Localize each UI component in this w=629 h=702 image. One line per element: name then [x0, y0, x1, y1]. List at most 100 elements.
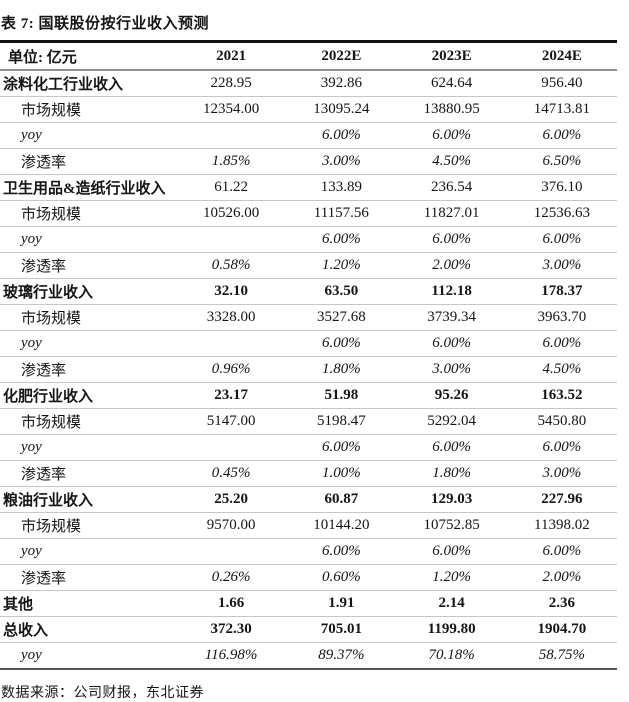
data-cell: 0.96% [211, 361, 251, 377]
data-cell: 1.85% [211, 153, 251, 169]
data-cell: 1.80% [432, 465, 471, 481]
data-cell: 372.30 [210, 621, 252, 637]
row-label: 涂料化工行业收入 [3, 77, 124, 93]
data-cell: 236.54 [431, 179, 473, 195]
data-cell: 6.00% [322, 127, 361, 143]
table-row: 市场规模 9570.00 10144.20 10752.85 11398.02 [0, 513, 617, 539]
data-cell: 1.20% [432, 569, 471, 585]
row-label: yoy [21, 231, 42, 247]
header-cell-2024e: 2024E [541, 47, 582, 64]
header-cell-2023e: 2023E [431, 47, 472, 64]
row-label: 市场规模 [21, 311, 82, 327]
row-label: yoy [21, 439, 42, 455]
data-cell: 1.91 [328, 595, 355, 611]
data-cell: 6.00% [542, 335, 582, 351]
data-cell: 1904.70 [537, 621, 587, 637]
data-cell: 6.00% [432, 543, 471, 559]
row-label: 市场规模 [21, 207, 82, 223]
row-label: 渗透率 [21, 155, 67, 171]
header-cell-2022e: 2022E [321, 47, 362, 64]
data-cell: 6.00% [542, 127, 582, 143]
table-row: 市场规模 5147.00 5198.47 5292.04 5450.80 [0, 409, 617, 435]
data-cell: 58.75% [538, 647, 585, 663]
row-label: 渗透率 [21, 571, 67, 587]
data-cell: 6.00% [322, 231, 361, 247]
data-source-note: 数据来源：公司财报，东北证券 [1, 686, 204, 701]
data-cell: 61.22 [214, 179, 248, 195]
data-cell: 6.00% [542, 543, 582, 559]
data-cell: 23.17 [214, 387, 248, 403]
data-cell: 5147.00 [206, 413, 256, 429]
row-label: 玻璃行业收入 [3, 285, 94, 301]
data-cell: 32.10 [214, 283, 248, 299]
row-label: 其他 [3, 597, 34, 613]
data-cell: 3.00% [542, 257, 582, 273]
data-cell: 6.50% [542, 153, 582, 169]
row-label: 粮油行业收入 [3, 493, 94, 509]
table-row: 渗透率 0.45% 1.00% 1.80% 3.00% [0, 461, 617, 487]
row-label: 渗透率 [21, 363, 67, 379]
table-row: 化肥行业收入 23.17 51.98 95.26 163.52 [0, 383, 617, 409]
row-label: yoy [21, 335, 42, 351]
data-cell: 5292.04 [427, 413, 476, 429]
row-label: yoy [21, 543, 42, 559]
row-label: 渗透率 [21, 467, 67, 483]
data-cell: 129.03 [431, 491, 473, 507]
data-cell: 6.00% [432, 335, 471, 351]
table-row: yoy 6.00% 6.00% 6.00% [0, 435, 617, 461]
data-cell: 2.00% [432, 257, 471, 273]
table-row: 渗透率 0.26% 0.60% 1.20% 2.00% [0, 565, 617, 591]
data-cell: 95.26 [434, 387, 469, 403]
data-cell: 3527.68 [317, 309, 366, 325]
data-cell: 3.00% [542, 465, 582, 481]
data-cell: 3.00% [432, 361, 471, 377]
table-row: 市场规模 12354.00 13095.24 13880.95 14713.81 [0, 97, 617, 123]
header-cell-unit: 单位: 亿元 [8, 49, 77, 66]
row-label: 化肥行业收入 [3, 389, 94, 405]
row-label: yoy [21, 647, 42, 663]
data-cell: 25.20 [214, 491, 248, 507]
row-label: 渗透率 [21, 259, 67, 275]
data-cell: 9570.00 [206, 517, 256, 533]
data-cell: 1.80% [322, 361, 361, 377]
data-cell: 4.50% [542, 361, 582, 377]
data-cell: 10526.00 [203, 205, 260, 221]
table-row: 卫生用品&造纸行业收入 61.22 133.89 236.54 376.10 [0, 175, 617, 201]
table-row: yoy 116.98% 89.37% 70.18% 58.75% [0, 643, 617, 668]
table-row: 玻璃行业收入 32.10 63.50 112.18 178.37 [0, 279, 617, 305]
table-row: 市场规模 3328.00 3527.68 3739.34 3963.70 [0, 305, 617, 331]
data-cell: 12536.63 [533, 205, 590, 221]
data-cell: 10752.85 [423, 517, 480, 533]
table-header-row: 单位: 亿元 2021 2022E 2023E 2024E [0, 43, 617, 71]
data-cell: 2.00% [542, 569, 582, 585]
table-row: 总收入 372.30 705.01 1199.80 1904.70 [0, 617, 617, 643]
data-cell: 6.00% [542, 231, 582, 247]
data-cell: 63.50 [324, 283, 359, 299]
table-row: 渗透率 1.85% 3.00% 4.50% 6.50% [0, 149, 617, 175]
data-cell: 0.58% [211, 257, 251, 273]
table-row: 渗透率 0.58% 1.20% 2.00% 3.00% [0, 253, 617, 279]
data-cell: 1.66 [218, 595, 245, 611]
data-cell: 3963.70 [537, 309, 587, 325]
data-cell: 227.96 [541, 491, 583, 507]
data-cell: 3739.34 [427, 309, 476, 325]
data-cell: 705.01 [320, 621, 362, 637]
data-cell: 70.18% [428, 647, 475, 663]
data-cell: 228.95 [210, 75, 252, 91]
table-row: yoy 6.00% 6.00% 6.00% [0, 123, 617, 149]
data-cell: 6.00% [322, 543, 361, 559]
data-cell: 5450.80 [537, 413, 587, 429]
data-cell: 6.00% [322, 439, 361, 455]
data-cell: 1.00% [322, 465, 361, 481]
data-cell: 0.45% [211, 465, 251, 481]
data-cell: 10144.20 [313, 517, 370, 533]
data-cell: 624.64 [431, 75, 473, 91]
revenue-forecast-table: 单位: 亿元 2021 2022E 2023E 2024E 涂料化工行业收入 22… [0, 40, 617, 670]
table-row: yoy 6.00% 6.00% 6.00% [0, 227, 617, 253]
data-cell: 6.00% [432, 231, 471, 247]
data-cell: 0.60% [322, 569, 361, 585]
data-cell: 392.86 [320, 75, 362, 91]
table-row: 粮油行业收入 25.20 60.87 129.03 227.96 [0, 487, 617, 513]
data-cell: 51.98 [324, 387, 359, 403]
data-cell: 12354.00 [203, 101, 260, 117]
